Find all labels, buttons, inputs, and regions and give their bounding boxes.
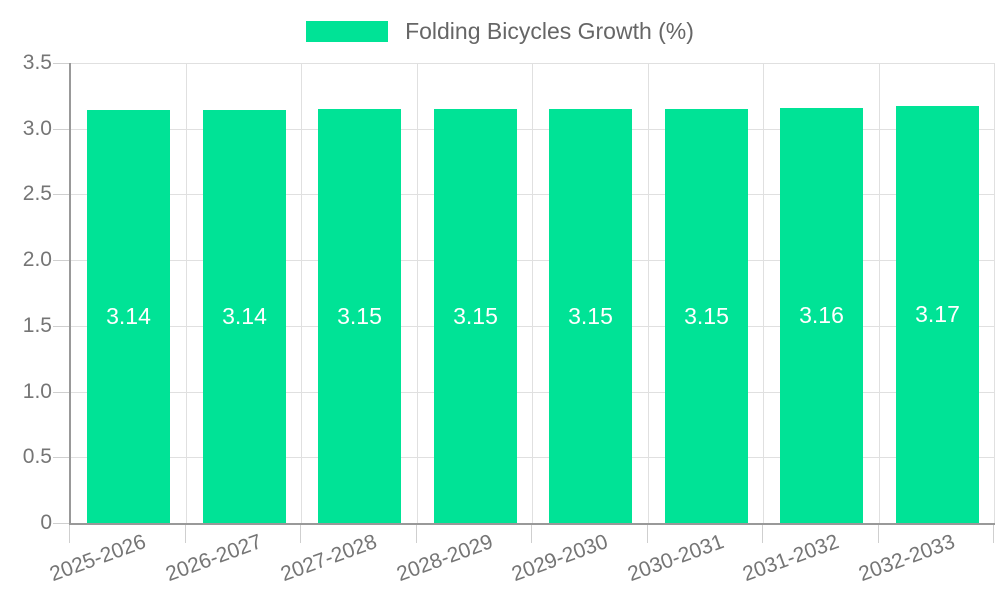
x-gridline (647, 63, 649, 523)
legend[interactable]: Folding Bicycles Growth (%) (0, 18, 1000, 44)
x-gridline (185, 63, 187, 523)
y-gridline (71, 325, 995, 327)
x-axis-tick-label: 2025-2026 (47, 530, 150, 587)
x-tick (300, 525, 301, 543)
y-tick (53, 325, 69, 327)
x-axis-tick-label: 2032-2033 (855, 530, 958, 587)
y-axis-tick-label: 1.5 (22, 313, 52, 337)
y-gridline (71, 260, 995, 262)
y-axis-tick-label: 3.0 (22, 116, 52, 140)
bar-value-label: 3.15 (337, 302, 382, 329)
x-gridline (416, 63, 418, 523)
x-gridline (301, 63, 302, 523)
y-axis-tick-label: 0 (40, 511, 52, 534)
x-gridline (763, 63, 764, 523)
y-axis-tick-label: 3.5 (22, 51, 52, 74)
y-tick (53, 391, 69, 393)
legend-swatch (306, 20, 389, 42)
x-gridline (532, 63, 533, 523)
bar-2027-2028[interactable]: 3.15 (318, 109, 401, 523)
bar-value-label: 3.17 (915, 301, 960, 327)
x-tick (646, 525, 648, 543)
y-tick (53, 63, 69, 64)
y-gridline (71, 63, 995, 64)
y-gridline (71, 457, 995, 459)
y-tick (53, 260, 69, 262)
x-gridline (878, 63, 880, 523)
legend-label: Folding Bicycles Growth (%) (405, 18, 694, 44)
x-axis-tick-label: 2027-2028 (278, 530, 381, 587)
x-axis-tick-label: 2028-2029 (393, 530, 496, 587)
bar-value-label: 3.15 (684, 302, 729, 329)
x-axis-tick-label: 2031-2032 (740, 530, 843, 587)
bar-2028-2029[interactable]: 3.15 (434, 109, 517, 523)
x-tick (69, 525, 70, 543)
bar-value-label: 3.15 (568, 302, 613, 329)
x-tick (762, 525, 763, 543)
y-tick (53, 523, 69, 524)
bar-value-label: 3.14 (106, 303, 151, 329)
x-axis-tick-label: 2030-2031 (624, 530, 727, 587)
x-gridline (994, 63, 995, 523)
bar-2030-2031[interactable]: 3.15 (665, 109, 748, 523)
y-gridline (71, 194, 995, 196)
y-axis-tick-label: 2.0 (22, 248, 52, 272)
x-axis-tick-label: 2026-2027 (162, 530, 265, 587)
y-gridline (71, 391, 995, 393)
x-tick (877, 525, 879, 543)
y-tick (53, 457, 69, 459)
x-tick (184, 525, 186, 543)
bar-2031-2032[interactable]: 3.16 (780, 108, 863, 523)
bar-2029-2030[interactable]: 3.15 (549, 109, 632, 523)
y-tick (53, 194, 69, 196)
y-axis-tick-label: 0.5 (22, 445, 52, 469)
bar-2026-2027[interactable]: 3.14 (203, 110, 286, 523)
bar-2032-2033[interactable]: 3.17 (896, 106, 979, 523)
bar-value-label: 3.15 (453, 302, 498, 329)
bar-value-label: 3.14 (222, 303, 267, 329)
bar-2025-2026[interactable]: 3.14 (87, 110, 170, 523)
y-axis-tick-label: 2.5 (22, 182, 52, 206)
plot-area: 3.14 3.14 3.15 3.15 3.15 3.15 3.16 3.17 (69, 63, 995, 525)
x-tick (415, 525, 417, 543)
x-axis-tick-label: 2029-2030 (509, 530, 612, 587)
y-axis-tick-label: 1.0 (22, 379, 52, 403)
y-tick (53, 128, 69, 130)
x-tick (531, 525, 532, 543)
y-gridline (71, 128, 995, 130)
bar-value-label: 3.16 (799, 302, 844, 328)
x-tick (993, 525, 994, 543)
